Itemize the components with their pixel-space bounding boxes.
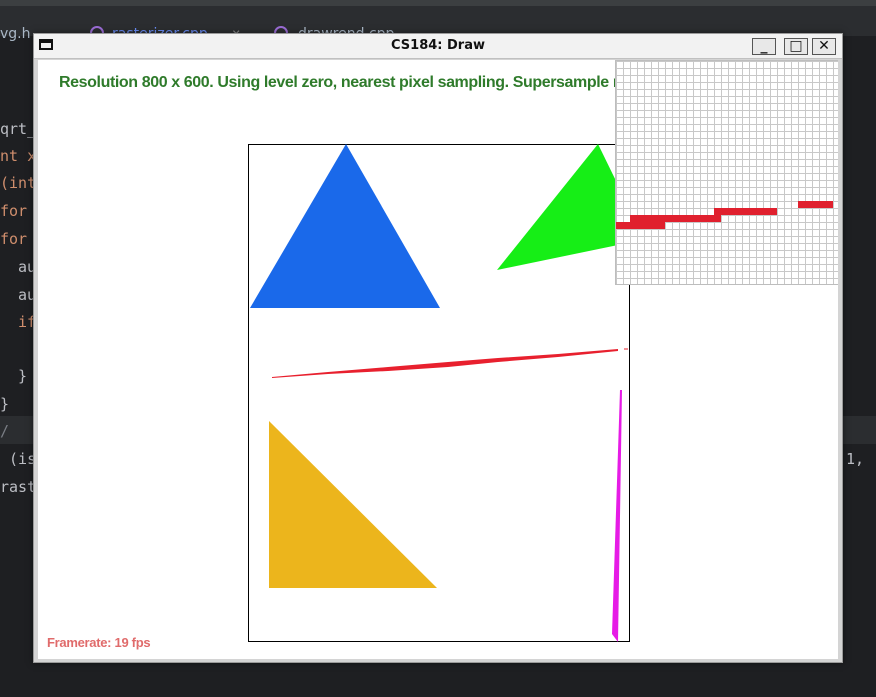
code-line: (is [0,450,37,468]
red-line [272,349,618,378]
code-line: / [0,422,10,440]
zoom-pixel-run [630,215,721,222]
code-line: } [18,367,28,385]
code-line: nt x [0,147,37,165]
magenta-line [612,390,622,642]
zoom-pixels [616,201,833,229]
blue-triangle [250,144,440,308]
editor-tab-bar: vg.h rasterizer.cpp × drawrend.cpp [0,0,876,42]
close-button[interactable]: ✕ [812,38,836,55]
zoom-pixel-run [616,222,665,229]
code-line: for [0,230,28,248]
code-line-right: 1, [846,450,865,468]
code-line: au [18,258,37,276]
resolution-status: Resolution 800 x 600. Using level zero, … [59,74,724,91]
window-titlebar[interactable]: CS184: Draw _ □ ✕ [34,34,842,59]
code-line: (int [0,174,37,192]
code-line: } [0,395,10,413]
editor-tab-vg-h[interactable]: vg.h [0,26,31,42]
framerate-status: Framerate: 19 fps [47,635,151,650]
pixel-zoom-inspector [615,60,838,285]
code-line: qrt_ [0,120,37,138]
window-menu-icon[interactable] [39,39,53,50]
window-title: CS184: Draw [391,38,485,53]
minimize-button[interactable]: _ [752,38,776,55]
green-triangle [497,144,618,270]
code-line: au [18,286,37,304]
maximize-button[interactable]: □ [784,38,808,55]
code-line: for [0,202,28,220]
code-line: rast [0,478,37,496]
draw-canvas[interactable]: Resolution 800 x 600. Using level zero, … [38,60,838,659]
yellow-triangle [269,421,437,588]
render-svg [248,144,630,642]
zoom-pixel-run [798,201,833,208]
draw-window: CS184: Draw _ □ ✕ Resolution 800 x 600. … [33,33,843,663]
zoom-pixel-run [714,208,777,215]
code-line: if [18,313,37,331]
